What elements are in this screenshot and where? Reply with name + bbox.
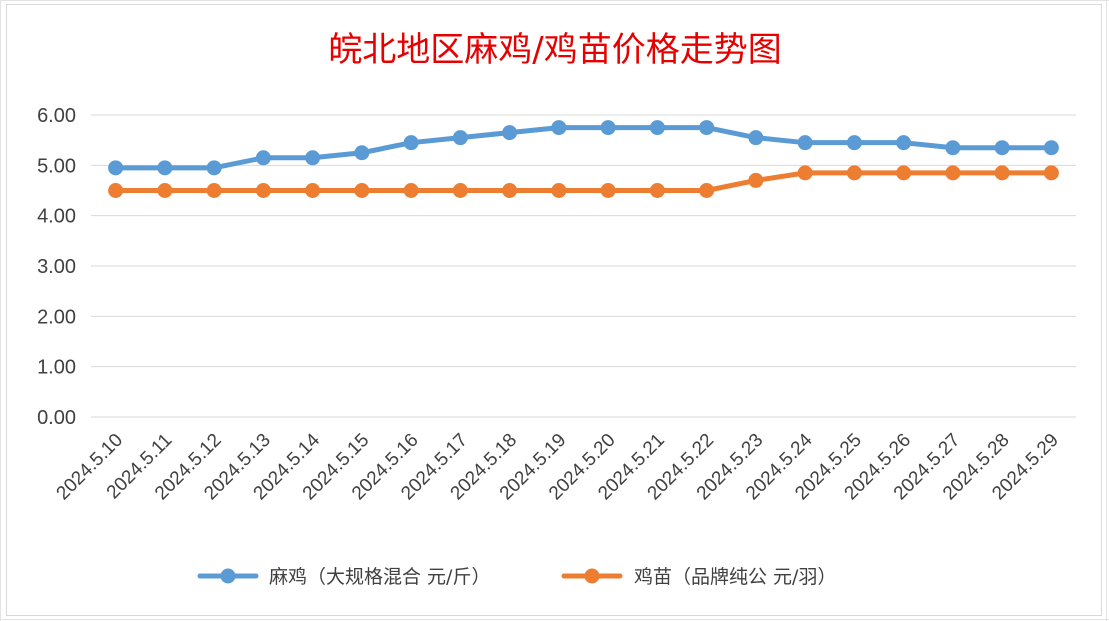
series-line (113, 170, 1054, 193)
data-point (551, 120, 567, 136)
data-point (896, 135, 912, 151)
data-point (994, 165, 1010, 181)
data-point (896, 165, 912, 181)
chart-area[interactable]: 皖北地区麻鸡/鸡苗价格走势图 0.00 1.00 2.00 3.00 4.00 5.00 6… (6, 4, 1102, 616)
data-point (748, 130, 764, 146)
cell-gridline (0, 0, 1, 621)
series-2 (108, 165, 1059, 198)
data-point (502, 183, 518, 198)
legend: 麻鸡（大规格混合 元/斤） 鸡苗（品牌纯公 元/羽） (197, 566, 836, 588)
data-point (945, 140, 961, 156)
data-point (305, 150, 321, 166)
data-point (945, 165, 961, 181)
data-point (354, 145, 370, 161)
y-tick-label: 6.00 (37, 105, 76, 127)
y-tick-label: 4.00 (37, 206, 76, 228)
data-point (255, 183, 271, 198)
cell-gridline (0, 0, 1109, 1)
data-point (797, 165, 813, 181)
series-line (113, 125, 1054, 171)
y-tick-label: 2.00 (37, 306, 76, 328)
data-point (846, 165, 862, 181)
y-axis-tick-labels: 0.00 1.00 2.00 3.00 4.00 5.00 6.00 (37, 105, 76, 429)
data-point (403, 135, 419, 151)
legend-item-1[interactable]: 麻鸡（大规格混合 元/斤） (197, 566, 490, 588)
data-point (600, 183, 616, 198)
data-point (305, 183, 321, 198)
gridlines (91, 114, 1076, 418)
y-tick-label: 5.00 (37, 155, 76, 177)
y-tick-label: 1.00 (37, 357, 76, 379)
data-point (108, 160, 124, 176)
data-point (1043, 165, 1059, 181)
chart-title: 皖北地区麻鸡/鸡苗价格走势图 (328, 30, 781, 70)
data-point (452, 183, 468, 198)
data-point (403, 183, 419, 198)
data-point (649, 120, 665, 136)
data-point (502, 125, 518, 141)
series-1 (108, 120, 1059, 176)
y-tick-label: 3.00 (37, 256, 76, 278)
data-point (846, 135, 862, 151)
data-point (748, 172, 764, 188)
data-point (157, 160, 173, 176)
series-lines (108, 120, 1059, 198)
data-point (649, 183, 665, 198)
data-point (994, 140, 1010, 156)
y-tick-label: 0.00 (37, 407, 76, 429)
data-point (551, 183, 567, 198)
x-axis-tick-labels: 2024.5.102024.5.112024.5.122024.5.132024… (53, 429, 1063, 504)
legend-item-2[interactable]: 鸡苗（品牌纯公 元/羽） (561, 566, 836, 588)
legend-label: 麻鸡（大规格混合 元/斤） (269, 566, 490, 588)
data-point (699, 120, 715, 136)
cell-gridline (1106, 0, 1107, 621)
data-point (699, 183, 715, 198)
data-point (206, 160, 222, 176)
data-point (108, 183, 124, 198)
legend-marker (584, 568, 600, 584)
data-point (797, 135, 813, 151)
legend-marker (220, 568, 236, 584)
data-point (206, 183, 222, 198)
data-point (1043, 140, 1059, 156)
data-point (600, 120, 616, 136)
line-chart: 皖北地区麻鸡/鸡苗价格走势图 0.00 1.00 2.00 3.00 4.00 5.00 6… (37, 30, 1076, 588)
data-point (157, 183, 173, 198)
cell-gridline (0, 619, 1109, 620)
data-point (255, 150, 271, 166)
legend-label: 鸡苗（品牌纯公 元/羽） (634, 566, 836, 588)
data-point (354, 183, 370, 198)
data-point (452, 130, 468, 146)
